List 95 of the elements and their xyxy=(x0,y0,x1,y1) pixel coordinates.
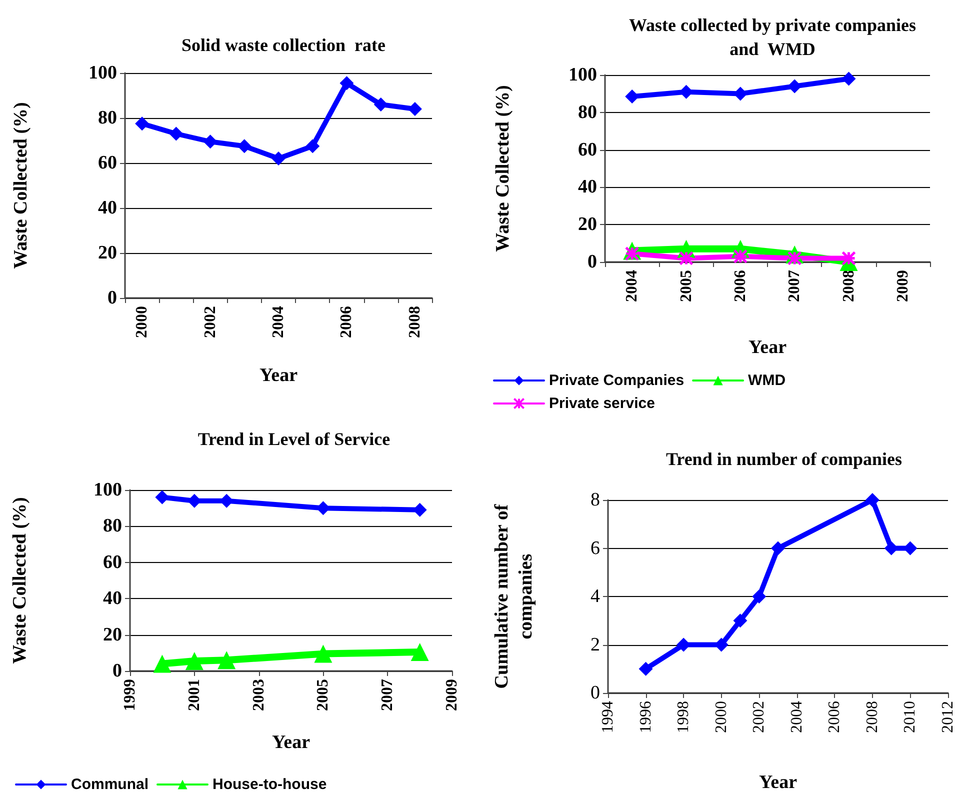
y-tick-label: 100 xyxy=(568,64,597,86)
x-tick-label: 1996 xyxy=(637,701,654,733)
y-tick-label: 2 xyxy=(590,634,600,656)
point xyxy=(135,116,150,131)
point xyxy=(314,644,332,663)
legend-label: Communal xyxy=(71,776,149,793)
x-tick-label: 2002 xyxy=(202,306,219,338)
legend-label: House-to-house xyxy=(212,776,327,793)
y-tick-label: 80 xyxy=(103,516,122,537)
legend-label: Private service xyxy=(549,395,655,412)
point xyxy=(272,152,286,166)
y-axis-title: Cumulative number of companies xyxy=(492,504,536,689)
point xyxy=(306,139,320,154)
point xyxy=(203,134,218,149)
y-tick-label: 40 xyxy=(103,588,122,610)
point xyxy=(842,251,856,266)
legend-label: WMD xyxy=(748,372,786,389)
point xyxy=(679,84,694,99)
point xyxy=(155,490,170,504)
x-tick-label: 1999 xyxy=(122,679,138,711)
point xyxy=(340,76,354,90)
chart-title: Trend in Level of Service xyxy=(198,429,390,449)
point xyxy=(237,139,252,154)
y-axis-title: Waste Collected (%) xyxy=(10,497,30,664)
point xyxy=(218,651,236,670)
y-tick-label: 20 xyxy=(98,242,117,264)
chart-title: Waste collected by private companies and WMD xyxy=(629,15,916,59)
x-tick-label: 2006 xyxy=(338,306,356,338)
y-tick-label: 80 xyxy=(578,102,597,123)
point xyxy=(842,72,856,86)
x-tick-label: 2006 xyxy=(826,701,844,733)
x-tick-label: 2004 xyxy=(788,701,806,733)
x-axis-title: Year xyxy=(748,337,788,358)
x-tick-label: 2007 xyxy=(379,679,396,711)
y-tick-label: 20 xyxy=(578,214,597,236)
point xyxy=(733,614,748,628)
point xyxy=(865,493,880,507)
x-tick-label: 2010 xyxy=(902,701,919,733)
y-tick-label: 40 xyxy=(98,198,117,218)
y-tick-label: 100 xyxy=(94,480,122,500)
point xyxy=(733,249,748,264)
point xyxy=(408,102,422,116)
y-tick-label: 0 xyxy=(590,682,600,704)
point xyxy=(374,98,388,112)
y-tick-label: 60 xyxy=(103,552,122,573)
x-tick-label: 2007 xyxy=(786,270,804,302)
x-axis-title: Year xyxy=(260,365,298,386)
y-tick-label: 0 xyxy=(588,252,597,272)
y-tick-label: 0 xyxy=(112,660,122,682)
y-axis-title: Waste Collected (%) xyxy=(10,102,32,269)
point xyxy=(752,590,766,604)
point xyxy=(220,494,234,508)
y-tick-label: 0 xyxy=(108,288,117,308)
chart-title: Solid waste collection rate xyxy=(182,35,386,55)
x-tick-label: 2008 xyxy=(406,306,424,338)
x-tick-label: 2012 xyxy=(940,701,956,733)
y-axis-title: Waste Collected (%) xyxy=(492,85,514,252)
y-tick-label: 100 xyxy=(88,62,117,84)
point xyxy=(679,251,694,266)
x-tick-label: 2003 xyxy=(250,679,268,711)
y-tick-label: 20 xyxy=(103,624,122,646)
y-tick-label: 8 xyxy=(590,490,600,510)
x-tick-label: 1994 xyxy=(600,701,616,733)
point xyxy=(771,541,785,556)
x-tick-label: 2008 xyxy=(840,270,858,302)
legend-label: Private Companies xyxy=(549,372,684,389)
x-axis-title: Year xyxy=(272,732,311,753)
point xyxy=(638,662,653,676)
y-tick-label: 80 xyxy=(98,108,117,128)
point xyxy=(185,652,204,670)
chart-title: Trend in number of companies xyxy=(666,449,902,469)
x-tick-label: 2009 xyxy=(894,270,912,302)
point xyxy=(169,126,184,141)
x-tick-label: 1998 xyxy=(675,701,692,733)
y-tick-label: 60 xyxy=(578,139,597,160)
y-tick-label: 4 xyxy=(590,586,600,607)
x-tick-label: 2005 xyxy=(678,270,695,302)
x-tick-label: 2000 xyxy=(134,306,151,338)
point xyxy=(788,79,802,94)
x-tick-label: 2000 xyxy=(712,701,730,733)
x-tick-label: 2002 xyxy=(750,701,768,733)
point xyxy=(153,654,172,673)
x-axis-title: Year xyxy=(759,772,798,793)
point xyxy=(187,494,202,508)
point xyxy=(410,642,429,661)
x-tick-label: 2008 xyxy=(864,701,881,733)
x-tick-label: 2001 xyxy=(186,679,203,711)
x-tick-label: 2006 xyxy=(732,270,749,302)
x-tick-label: 2009 xyxy=(444,679,460,711)
y-tick-label: 6 xyxy=(590,538,600,559)
x-tick-label: 2005 xyxy=(314,679,332,711)
x-tick-label: 2004 xyxy=(624,270,641,302)
y-tick-label: 40 xyxy=(578,176,597,198)
y-tick-label: 60 xyxy=(98,152,117,174)
x-tick-label: 2004 xyxy=(270,306,287,338)
